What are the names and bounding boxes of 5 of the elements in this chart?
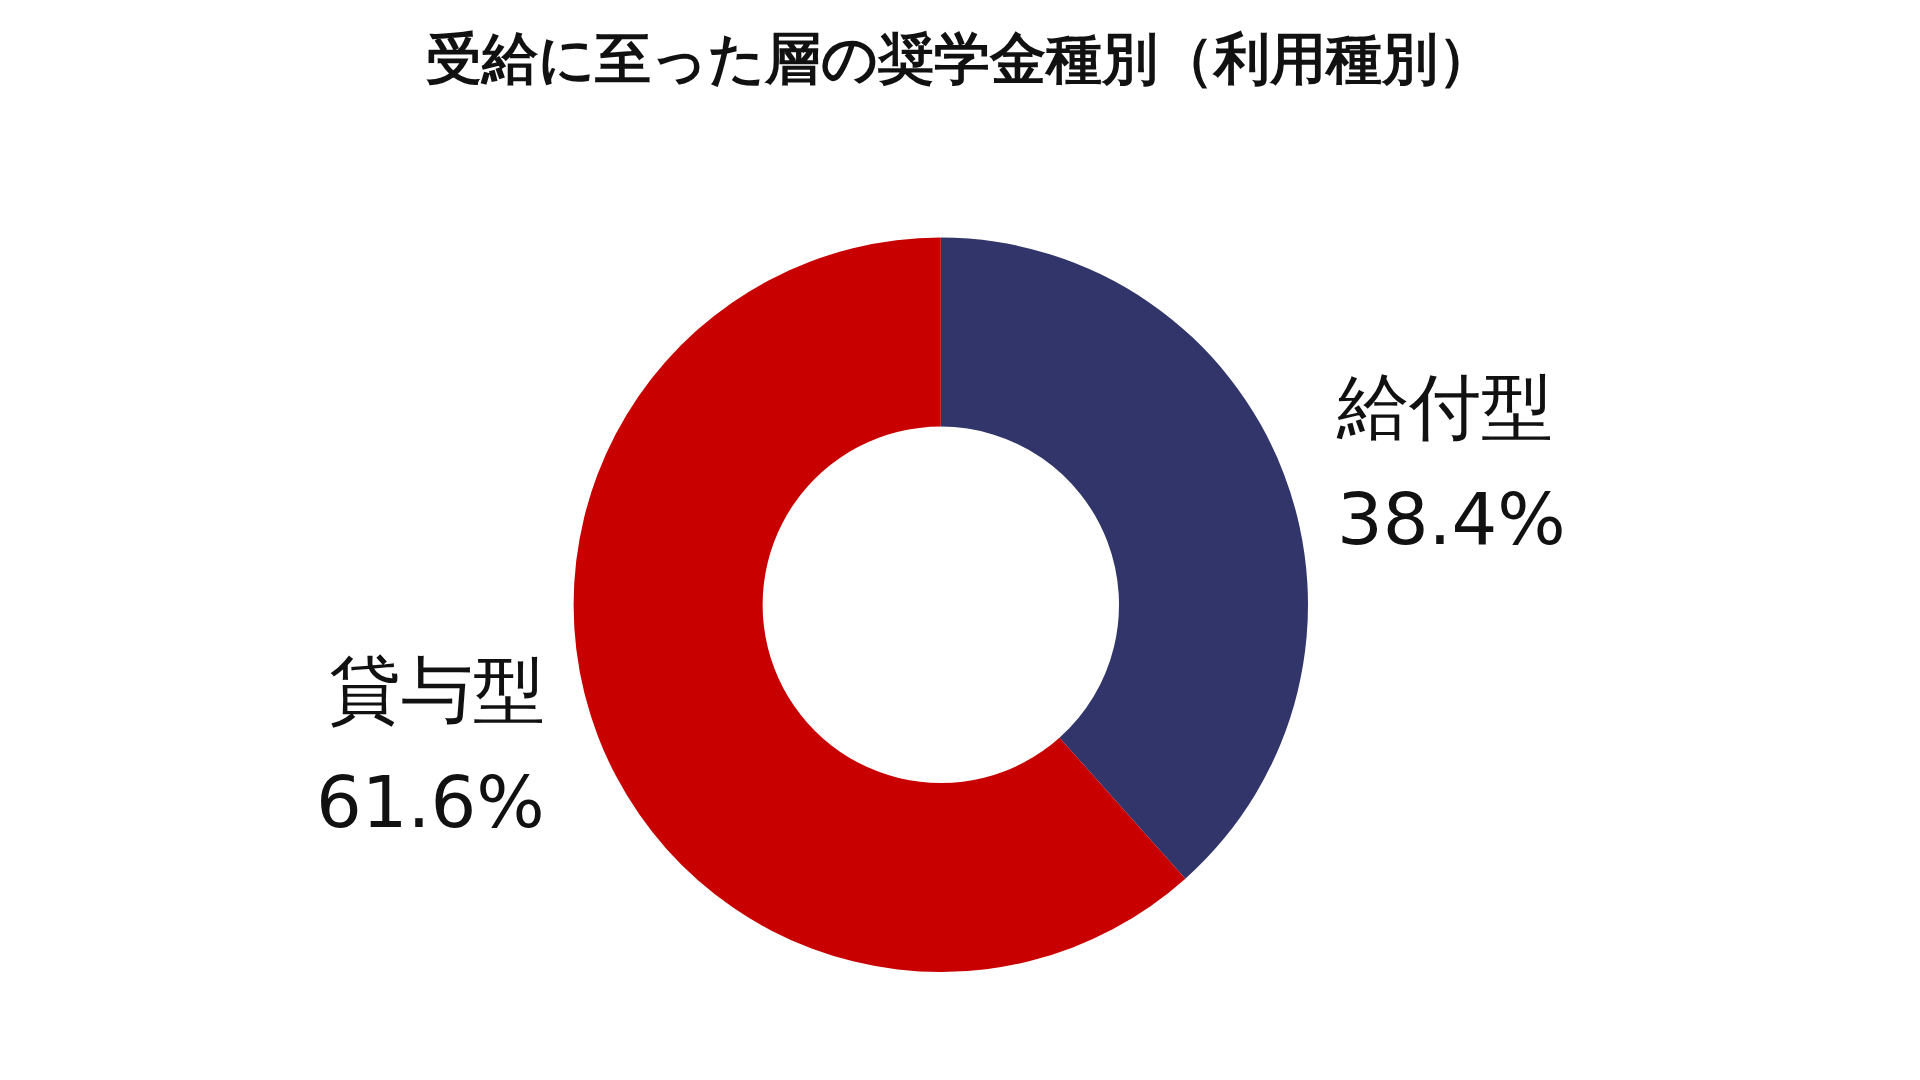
data-label: 38.4% bbox=[1336, 477, 1566, 562]
data-label: 61.6% bbox=[315, 760, 545, 845]
slice-label: 貸与型 bbox=[328, 648, 545, 733]
chart-title: 受給に至った層の奨学金種別（利用種別） bbox=[426, 25, 1494, 91]
slice-label: 給付型 bbox=[1335, 365, 1553, 450]
